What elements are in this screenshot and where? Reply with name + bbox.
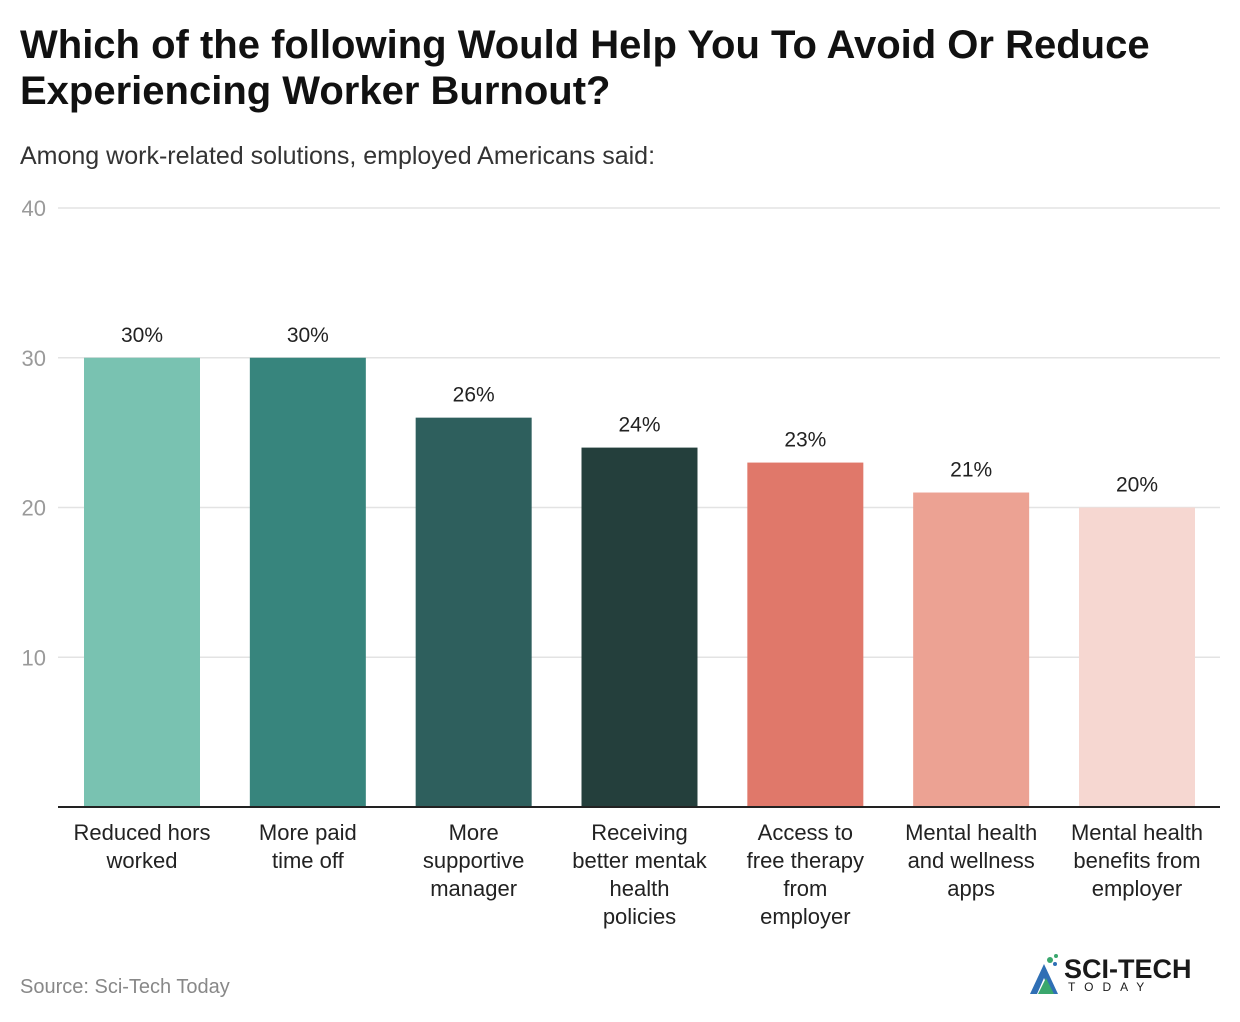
brand-name: SCI-TECH bbox=[1064, 954, 1192, 984]
brand-subtitle: TODAY bbox=[1068, 980, 1154, 994]
chart-title: Which of the following Would Help You To… bbox=[20, 23, 1150, 113]
y-tick-label: 20 bbox=[22, 496, 46, 521]
y-tick-label: 30 bbox=[22, 346, 46, 371]
x-tick-label: Receiving better mentak health policies bbox=[572, 820, 708, 929]
bar bbox=[747, 462, 864, 807]
x-tick-label: More supportive manager bbox=[423, 820, 525, 901]
x-tick-label: Reduced hors worked bbox=[74, 820, 211, 873]
bar bbox=[913, 492, 1030, 807]
x-tick-label: Mental health benefits from employer bbox=[1071, 820, 1203, 901]
y-axis-ticks: 10 20 30 40 bbox=[22, 196, 46, 670]
bar-value-label: 21% bbox=[950, 459, 992, 482]
bars bbox=[84, 357, 1195, 807]
data-labels: 30% 30% 26% 24% 23% 21% 20% bbox=[121, 324, 1158, 497]
bar-chart: 10 20 30 40 30% 30% 26% 24% 23% 21% 20% Reduced h… bbox=[22, 196, 1220, 929]
bar bbox=[84, 357, 200, 807]
bar-value-label: 23% bbox=[784, 429, 826, 452]
x-tick-label: Access to free therapy from employer bbox=[747, 820, 864, 929]
source-note: Source: Sci-Tech Today bbox=[20, 976, 230, 998]
bar bbox=[415, 417, 532, 807]
x-tick-label: Mental health and wellness apps bbox=[905, 820, 1037, 901]
bar bbox=[581, 447, 698, 807]
brand-mark-icon bbox=[1030, 954, 1058, 994]
bar-value-label: 26% bbox=[453, 384, 495, 407]
bar-value-label: 20% bbox=[1116, 474, 1158, 497]
chart-subtitle: Among work-related solutions, employed A… bbox=[20, 142, 656, 170]
brand-logo: SCI-TECH TODAY bbox=[1024, 950, 1224, 1000]
bar-value-label: 30% bbox=[287, 324, 329, 347]
x-tick-label: More paid time off bbox=[259, 820, 357, 873]
bar bbox=[1079, 507, 1195, 807]
bar-value-label: 30% bbox=[121, 324, 163, 347]
bar bbox=[249, 357, 366, 807]
x-axis-labels: Reduced hors worked More paid time off More s… bbox=[74, 820, 1204, 929]
y-tick-label: 10 bbox=[22, 645, 46, 670]
y-tick-label: 40 bbox=[22, 196, 46, 221]
bar-value-label: 24% bbox=[618, 414, 660, 437]
